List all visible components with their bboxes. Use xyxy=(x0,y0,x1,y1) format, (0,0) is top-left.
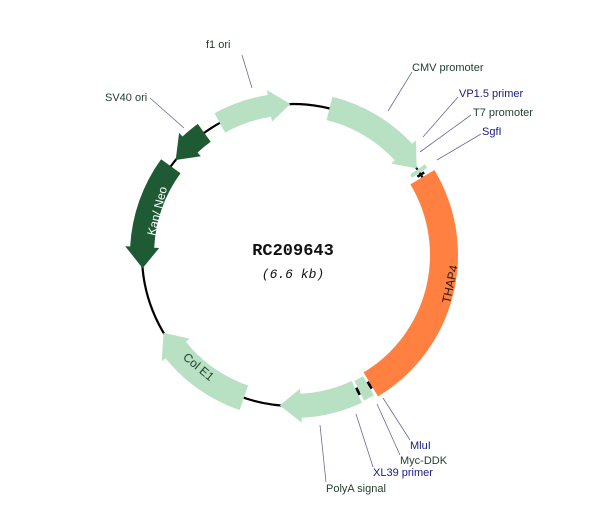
label-xl39-primer: XL39 primer xyxy=(373,467,433,479)
label-myc-ddk: Myc-DDK xyxy=(400,455,448,467)
f1-ori-arrow xyxy=(214,90,291,133)
leader-cmv xyxy=(387,71,413,112)
label-mlui: MluI xyxy=(410,440,431,452)
sv40-ori-arrow xyxy=(175,123,211,160)
label-f1-ori: f1 ori xyxy=(206,39,230,51)
leader-mlui xyxy=(382,397,411,441)
label-t7-promoter: T7 promoter xyxy=(473,107,533,119)
label-sv40-ori: SV40 ori xyxy=(105,92,147,104)
label-sgfi: SgfI xyxy=(482,126,502,138)
sgfi-site-tick xyxy=(416,171,425,178)
leader-polya xyxy=(319,424,327,483)
leader-myc-ddk xyxy=(376,403,401,456)
leader-xl39 xyxy=(355,413,374,468)
kan-neo-arrow xyxy=(125,159,181,269)
col-e1-arrow xyxy=(161,332,249,411)
mlui-site-tick xyxy=(366,381,373,390)
leader-f1-ori xyxy=(241,54,253,89)
t7-promoter-block xyxy=(410,164,428,178)
label-vp15-primer: VP1.5 primer xyxy=(459,88,524,100)
leader-sv40-ori xyxy=(149,97,185,129)
leader-sgfi xyxy=(436,133,482,161)
label-cmv-promoter: CMV promoter xyxy=(412,62,484,74)
polya-signal-arrow xyxy=(279,381,362,423)
polya-junction-tick xyxy=(355,387,361,396)
leader-vp15 xyxy=(422,96,459,138)
thap4-insert xyxy=(363,170,458,397)
cmv-promoter-arrow xyxy=(326,96,417,169)
myc-ddk-block xyxy=(354,376,374,401)
plasmid-size: (6.6 kb) xyxy=(262,267,324,282)
label-polya-signal: PolyA signal xyxy=(326,483,386,495)
leader-t7 xyxy=(419,114,472,153)
plasmid-name: RC209643 xyxy=(252,242,334,261)
